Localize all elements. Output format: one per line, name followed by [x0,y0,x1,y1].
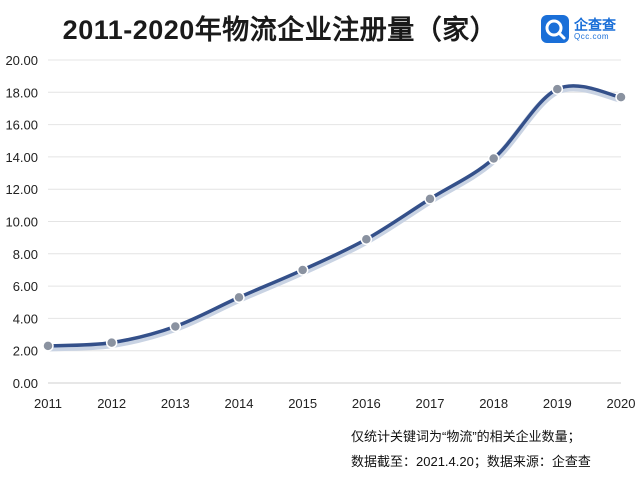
x-tick-label: 2017 [416,396,445,411]
x-tick-label: 2015 [288,396,317,411]
x-tick-label: 2019 [543,396,572,411]
y-tick-label: 14.00 [5,150,38,165]
x-tick-label: 2016 [352,396,381,411]
data-point [615,91,627,103]
gridlines [48,59,621,352]
y-tick-label: 12.00 [5,182,38,197]
y-tick-label: 10.00 [5,215,38,230]
data-point [551,83,564,95]
x-axis-tick-labels: 2011 2012 2013 2014 2015 2016 2017 2018 2019 2020 [34,396,635,411]
data-point [360,233,373,246]
data-point [487,152,500,165]
y-tick-label: 6.00 [13,279,38,294]
x-tick-label: 2011 [34,396,62,411]
x-tick-label: 2014 [225,396,254,411]
y-tick-label: 8.00 [13,247,38,262]
footnote-scope: 仅统计关键词为“物流”的相关企业数量； [351,429,581,444]
y-tick-label: 16.00 [5,118,38,133]
y-tick-label: 4.00 [13,311,38,326]
y-tick-label: 2.00 [13,344,38,359]
y-tick-label: 0.00 [13,376,38,391]
x-tick-label: 2018 [479,396,508,411]
data-point [233,291,245,304]
series-line-shadow [44,84,625,352]
qcc-logo-icon [541,15,569,43]
chart-title: 2011-2020年物流企业注册量（家） [62,15,498,45]
y-tick-label: 20.00 [5,53,38,68]
data-point [105,336,118,349]
y-tick-label: 18.00 [5,85,38,100]
footnote-source: 数据截至：2021.4.20；数据来源：企查查 [351,454,591,469]
logo-name: 企查查 [574,17,616,33]
y-axis-tick-labels: 0.00 2.00 4.00 6.00 8.00 10.00 12.00 14.00 16.00… [5,53,38,391]
x-tick-label: 2013 [161,396,190,411]
x-tick-label: 2012 [97,396,126,411]
logo-domain: Qcc.com [574,32,610,41]
data-points [42,83,627,352]
series-line [46,84,623,348]
data-point [296,264,309,276]
x-tick-label: 2020 [607,396,636,411]
data-point [169,320,182,333]
data-point [424,193,436,205]
data-point [42,340,54,352]
